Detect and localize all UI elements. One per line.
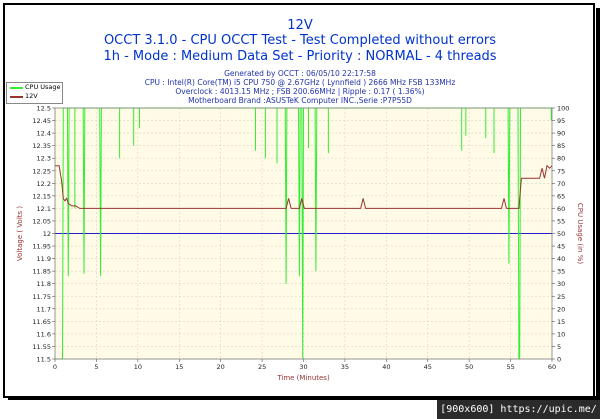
y-tick-label: 11.7	[37, 305, 51, 313]
x-tick-label: 25	[258, 363, 266, 371]
generated-info: Generated by OCCT : 06/05/10 22:17:58	[224, 69, 376, 78]
image-host-footer: [900x600] https://upic.me/	[437, 400, 600, 419]
x-tick-label: 40	[382, 363, 390, 371]
legend-label-cpu-usage: CPU Usage	[25, 83, 61, 91]
x-tick-label: 50	[465, 363, 473, 371]
y-right-tick-label: 85	[557, 142, 565, 150]
x-tick-label: 0	[53, 363, 57, 371]
y-tick-label: 12.35	[32, 142, 51, 150]
x-tick-label: 20	[217, 363, 225, 371]
motherboard-info: Motherboard Brand :ASUSTeK Computer INC.…	[188, 96, 412, 105]
x-tick-label: 55	[506, 363, 514, 371]
y-right-tick-label: 0	[557, 356, 561, 364]
legend-entry-cpu-usage: CPU Usage	[7, 83, 62, 92]
legend-entry-12v: 12V	[7, 92, 62, 101]
x-tick-label: 60	[548, 363, 556, 371]
y-tick-label: 12.05	[32, 217, 51, 225]
y-right-tick-label: 100	[557, 105, 569, 113]
y-right-tick-label: 95	[557, 117, 565, 125]
x-tick-label: 5	[94, 363, 98, 371]
y-right-tick-label: 75	[557, 167, 565, 175]
y-tick-label: 11.85	[32, 268, 51, 276]
chart-title: 12V	[287, 18, 313, 33]
y-tick-label: 11.55	[32, 343, 51, 351]
y-right-tick-label: 70	[557, 180, 565, 188]
y-tick-label: 12.1	[37, 205, 51, 213]
y-tick-label: 11.75	[32, 293, 51, 301]
test-mode: 1h - Mode : Medium Data Set - Priority :…	[103, 49, 497, 64]
y-right-tick-label: 30	[557, 280, 565, 288]
test-description: OCCT 3.1.0 - CPU OCCT Test - Test Comple…	[103, 33, 497, 48]
y-tick-label: 12.2	[37, 180, 51, 188]
y-tick-label: 11.6	[37, 330, 51, 338]
y-right-tick-label: 45	[557, 243, 565, 251]
legend-swatch-12v	[10, 96, 23, 98]
y-tick-label: 12.25	[32, 167, 51, 175]
window-shadow-bottom	[8, 396, 600, 400]
y-right-tick-label: 65	[557, 192, 565, 200]
y-right-tick-label: 5	[557, 343, 561, 351]
x-tick-label: 30	[299, 363, 307, 371]
y-right-tick-label: 55	[557, 217, 565, 225]
legend-swatch-cpu-usage	[10, 87, 23, 89]
y-tick-label: 12.4	[37, 130, 51, 138]
y-right-tick-label: 35	[557, 268, 565, 276]
y-right-tick-label: 10	[557, 330, 565, 338]
y-tick-label: 11.8	[37, 280, 51, 288]
series-12v-line	[55, 164, 553, 209]
x-tick-label: 35	[341, 363, 349, 371]
legend-label-12v: 12V	[25, 92, 38, 100]
y-right-tick-label: 15	[557, 318, 565, 326]
x-axis-title: Time (Minutes)	[276, 374, 330, 382]
y-tick-label: 11.9	[37, 255, 51, 263]
y-right-tick-label: 90	[557, 130, 565, 138]
y-tick-label: 12.45	[32, 117, 51, 125]
y-right-tick-label: 60	[557, 205, 565, 213]
y-right-tick-label: 25	[557, 293, 565, 301]
y-tick-label: 12.3	[37, 155, 51, 163]
y-right-tick-label: 40	[557, 255, 565, 263]
y-tick-label: 12.15	[32, 192, 51, 200]
x-tick-label: 10	[134, 363, 142, 371]
y-tick-label: 12	[43, 230, 51, 238]
y-right-axis-title: CPU Usage (in %)	[576, 203, 584, 264]
cpu-info: CPU : Intel(R) Core(TM) i5 CPU 750 @ 2.6…	[144, 78, 456, 87]
y-right-tick-label: 50	[557, 230, 565, 238]
y-right-tick-label: 80	[557, 155, 565, 163]
y-right-tick-label: 20	[557, 305, 565, 313]
y-axis-title: Voltage ( Volts )	[16, 206, 24, 262]
y-tick-label: 11.95	[32, 243, 51, 251]
chart-legend: CPU Usage 12V	[6, 82, 63, 104]
window-shadow-right	[596, 8, 600, 400]
y-tick-label: 11.65	[32, 318, 51, 326]
overclock-info: Overclock : 4013.15 MHz ; FSB 200.66MHz …	[175, 87, 425, 96]
y-tick-label: 12.5	[37, 105, 51, 113]
y-tick-label: 11.5	[37, 356, 51, 364]
x-tick-label: 15	[175, 363, 183, 371]
x-tick-label: 45	[424, 363, 432, 371]
